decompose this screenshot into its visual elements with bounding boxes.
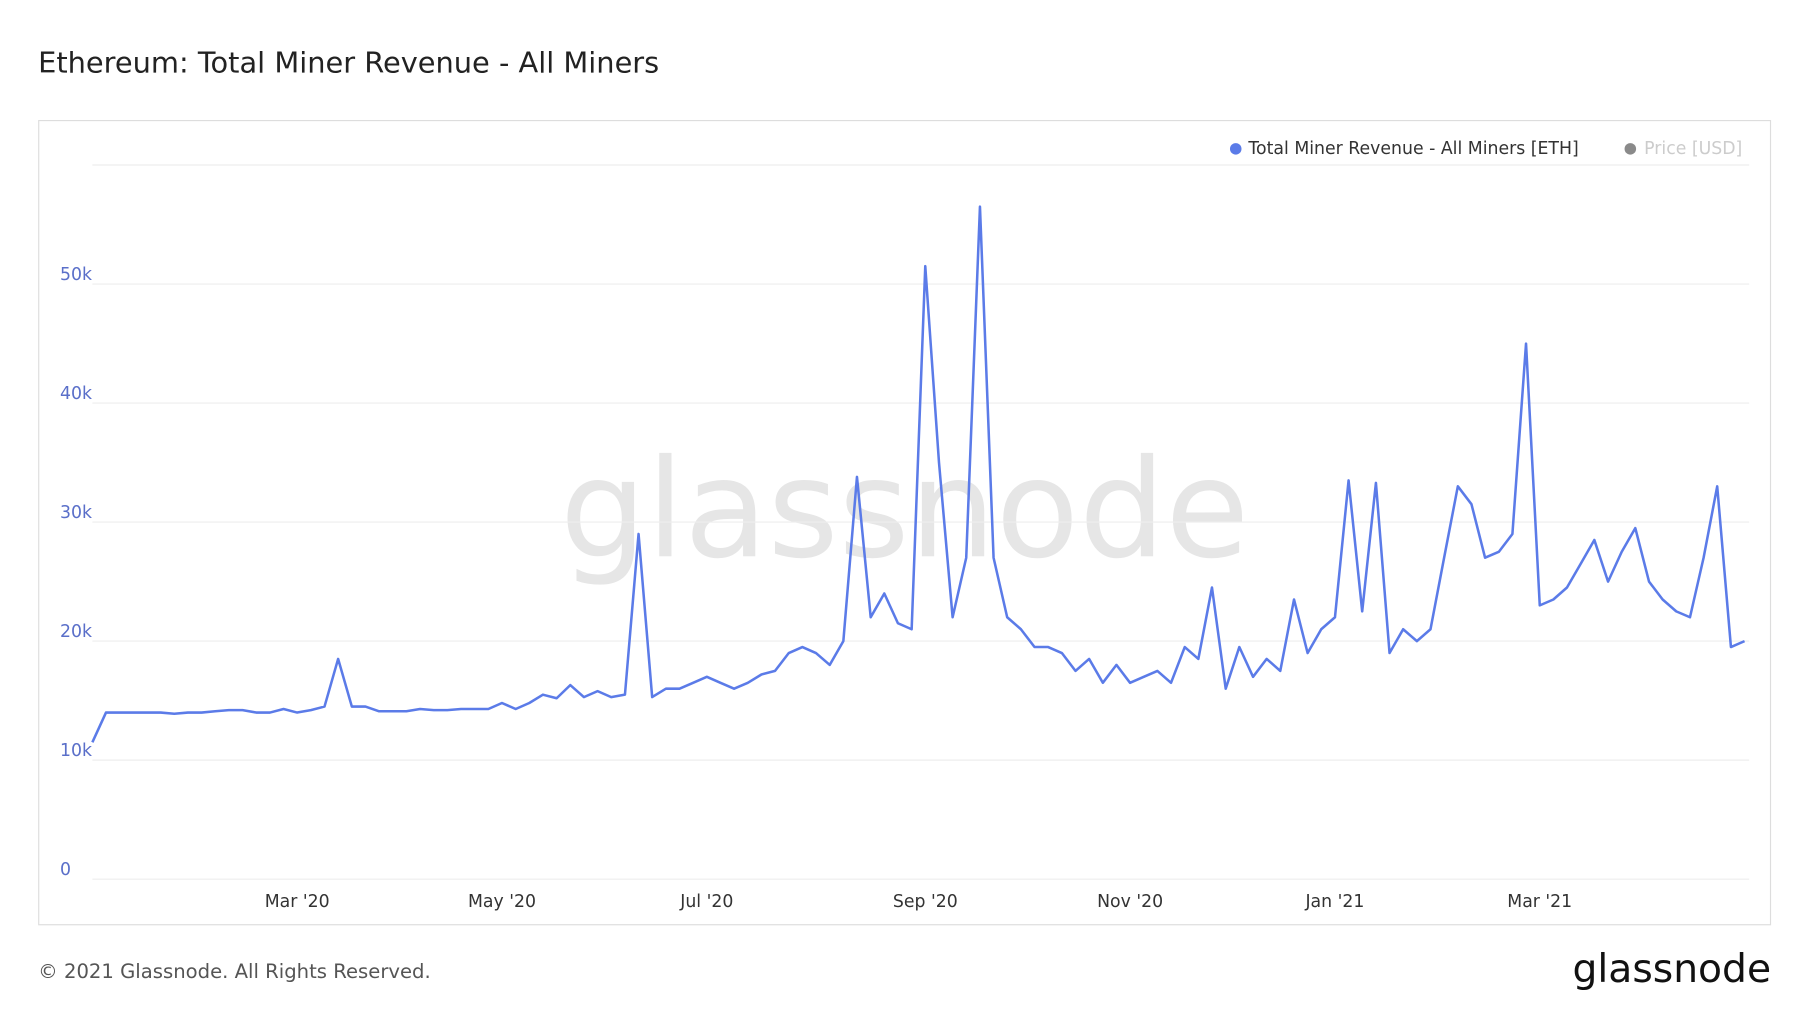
x-tick-label: Mar '20	[265, 892, 330, 912]
y-tick-label: 10k	[60, 741, 92, 761]
x-tick-label: May '20	[468, 892, 536, 912]
x-tick-label: Mar '21	[1507, 892, 1572, 912]
x-tick-label: Jul '20	[679, 892, 733, 912]
x-tick-label: Sep '20	[893, 892, 958, 912]
chart-frame	[38, 119, 1772, 926]
footer: © 2021 Glassnode. All Rights Reserved.	[38, 960, 431, 983]
series-line	[91, 205, 1746, 743]
legend-label: Total Miner Revenue - All Miners [ETH]	[1247, 139, 1578, 159]
y-tick-label: 30k	[60, 503, 92, 523]
y-tick-label: 0	[60, 860, 71, 880]
x-tick-label: Jan '21	[1304, 892, 1364, 912]
x-tick-label: Nov '20	[1097, 892, 1163, 912]
legend-dot	[1624, 143, 1637, 155]
chart-title: Ethereum: Total Miner Revenue - All Mine…	[38, 46, 659, 80]
legend-dot	[1229, 143, 1242, 155]
y-tick-label: 40k	[60, 384, 92, 404]
watermark: glassnode	[560, 431, 1249, 589]
legend-label: Price [USD]	[1644, 139, 1742, 159]
logo: glassnode	[1573, 947, 1772, 992]
y-tick-label: 50k	[60, 265, 92, 285]
y-tick-label: 20k	[60, 622, 92, 642]
